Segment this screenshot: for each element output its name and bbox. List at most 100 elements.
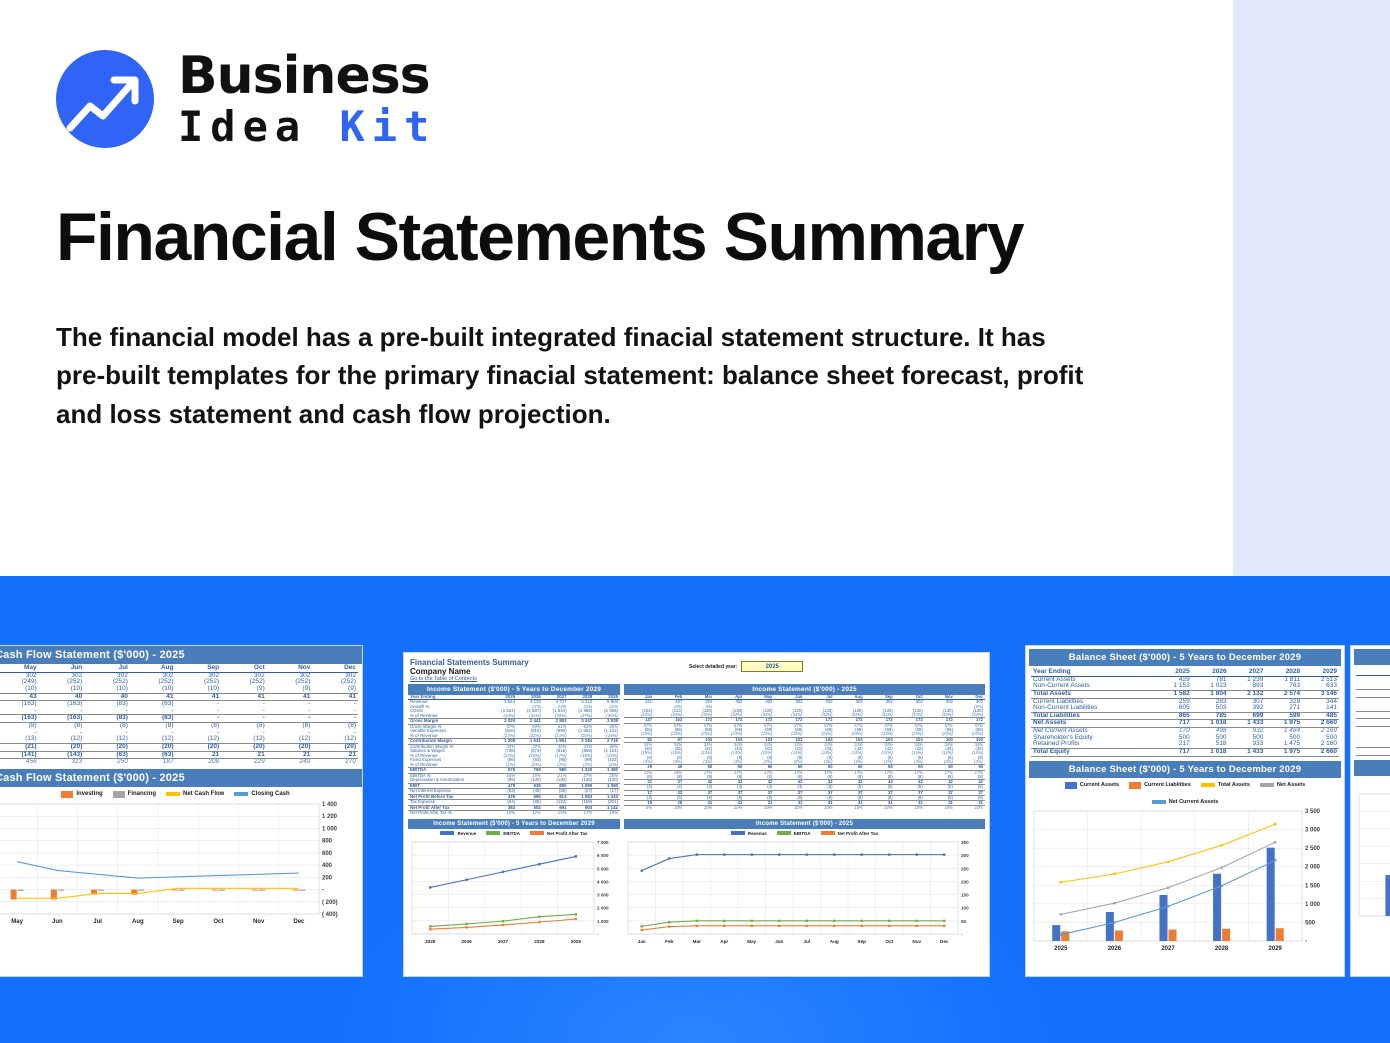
table-cell: 24%: [557, 703, 567, 709]
legend-swatch: [166, 792, 180, 797]
annual-income-plot-area: 7 000 6 000 5 000 4 000 3 000 2 000 1 000 - 2025…: [408, 838, 620, 953]
table-row: Net Interest Expense (53) (45) (36) (27) (17): [408, 788, 620, 794]
row-label: Net Profit After Tax: [408, 804, 492, 812]
table-cell: (69): [945, 726, 953, 732]
table-cell: 933: [1252, 740, 1264, 748]
svg-text:7 000: 7 000: [597, 840, 609, 845]
table-cell: (6): [827, 794, 833, 800]
table-cell: 41: [221, 692, 267, 702]
table-cell: (69): [734, 726, 743, 732]
table-row: 34% 34% 34% 34% 34% 34% 34% 34% 34% 34% 34% 34%: [624, 742, 985, 747]
table-cell: 10%: [944, 805, 953, 811]
row-label: Tax Expense: [410, 799, 436, 805]
table-row: Gross Margin 2 020 2 441 2 883 3 347 3 838: [408, 718, 620, 725]
table-cell: 17%: [733, 769, 743, 775]
table-cell: 786: [1356, 710, 1390, 720]
table-cell: 5 312: [581, 699, 593, 705]
table-cell: 37: [654, 779, 685, 786]
table-cell: 1 239: [1247, 675, 1264, 683]
table-cell: (69): [764, 726, 773, 732]
table-cell: (3%): [853, 758, 863, 764]
table-of-contents-link[interactable]: Go to the Table of Contents: [410, 676, 477, 682]
table-column-header: Sep: [175, 664, 222, 673]
summary-heading: Financial Statements Summary: [410, 658, 529, 667]
table-cell: (8): [707, 773, 713, 779]
table-cell: 502: [517, 804, 543, 812]
table-column-header: 2025: [1154, 668, 1192, 677]
table-cell: 21%: [557, 772, 567, 778]
table-cell: 172: [744, 717, 775, 724]
table-cell: -: [262, 706, 265, 714]
table-cell: 34%: [824, 741, 833, 747]
table-row: 19% 5% - - - - - - - - (9%): [624, 704, 985, 709]
table-cell: 307: [1252, 697, 1264, 705]
table-row: (55) (66) (69) (69) (69) (69) (69) (69) (69) (69)…: [624, 726, 985, 732]
table-cell: 42: [864, 779, 895, 786]
table-cell: 1 174: [1356, 675, 1390, 682]
spreadsheet-table: Jan1 1741241 297936927865121 08150012512: [1356, 668, 1390, 756]
table-cell: (69): [885, 726, 893, 732]
year-selector-input[interactable]: 2025: [741, 661, 804, 672]
table-cell: 1 975: [1265, 719, 1303, 728]
table-row: (21) (20) (20) (20) (20) (20) (20) (20): [0, 742, 358, 752]
table-cell: (88): [533, 799, 541, 805]
svg-text:2 500: 2 500: [1305, 846, 1321, 852]
balance-sheet-screenshot-panel[interactable]: Balance Sheet ($'000) - 5 Years to Decem…: [1025, 645, 1345, 977]
table-cell: 363: [491, 804, 518, 812]
financial-summary-screenshot-panel[interactable]: Financial Statements Summary Company Nam…: [403, 652, 990, 977]
table-cell: 17%: [794, 769, 803, 775]
table-cell: 302: [299, 671, 311, 679]
cash-flow-screenshot-panel[interactable]: Cash Flow Statement ($'000) - 2025 May Ju…: [0, 645, 363, 977]
table-cell: 141: [1326, 704, 1337, 712]
table-cell: 37: [684, 789, 715, 796]
cash-flow-chart-legend: Investing Financing Net Cash Flow Closing C…: [0, 790, 360, 798]
table-row: Total Liabilities 865 785 699 599 485: [1031, 711, 1339, 721]
table-cell: 29: [624, 764, 655, 771]
balance-sheet-monthly-screenshot-panel[interactable]: Jan1 1741241 297936927865121 08150012512…: [1350, 645, 1390, 977]
row-label: Current Liabilities: [1033, 697, 1084, 705]
table-cell: (83): [84, 714, 130, 723]
table-cell: (42): [885, 746, 893, 752]
row-label: Net Profit After Tax %: [410, 810, 452, 816]
table-cell: 717: [1154, 747, 1192, 757]
table-cell: 283: [1215, 697, 1227, 705]
svg-text:2028: 2028: [534, 939, 545, 944]
row-label: Fixed Expenses: [410, 757, 442, 763]
table-cell: 763: [1289, 682, 1301, 690]
row-label: Current Assets: [1033, 675, 1076, 683]
table-cell: (815): [556, 748, 567, 754]
table-cell: (8): [797, 754, 803, 760]
table-cell: 208: [208, 758, 220, 766]
table-cell: (8): [887, 754, 893, 760]
svg-text:Dec: Dec: [940, 939, 949, 944]
table-row: 456 313 250 187 208 229 249 270: [0, 758, 358, 766]
table-row: Current Liabilities 259 283 307 328 344: [1031, 698, 1339, 705]
table-cell: (18%): [580, 752, 593, 758]
table-cell: 717: [1154, 719, 1192, 728]
table-cell: 50: [894, 764, 925, 771]
table-cell: (3%): [733, 758, 743, 764]
table-cell: 576: [491, 767, 518, 774]
table-cell: (1 687): [526, 708, 541, 714]
legend-label: Closing Cash: [251, 791, 290, 798]
table-cell: (22%): [529, 732, 541, 738]
legend-label: Net Profit After Tax: [547, 830, 588, 836]
table-cell: (8): [707, 754, 713, 760]
table-row: Contribution Margin 1 209 1 531 1 891 2 284 2…: [408, 738, 620, 745]
table-row: COGS (1 524) (1 687) (1 844) (1 965) (2 066): [408, 708, 620, 714]
table-cell: -: [312, 714, 358, 723]
svg-text:1 000: 1 000: [322, 826, 338, 832]
year-selector[interactable]: Select detailed year: 2025: [689, 661, 804, 672]
table-row: --------: [0, 729, 358, 737]
table-cell: (19%): [640, 750, 653, 756]
table-cell: (5): [677, 794, 683, 800]
row-label: Gross Margin %: [410, 723, 442, 729]
table-column-header: Jun: [38, 664, 85, 673]
balance-sheet-chart-title: Balance Sheet ($'000) - 5 Years to Decem…: [1029, 760, 1341, 778]
table-cell: 42: [774, 779, 805, 786]
table-cell: (43%): [851, 712, 863, 718]
table-cell: 605: [1178, 704, 1190, 712]
table-cell: (3%): [673, 758, 683, 764]
table-cell: (3%): [823, 758, 833, 764]
table-cell: (5): [977, 784, 983, 790]
